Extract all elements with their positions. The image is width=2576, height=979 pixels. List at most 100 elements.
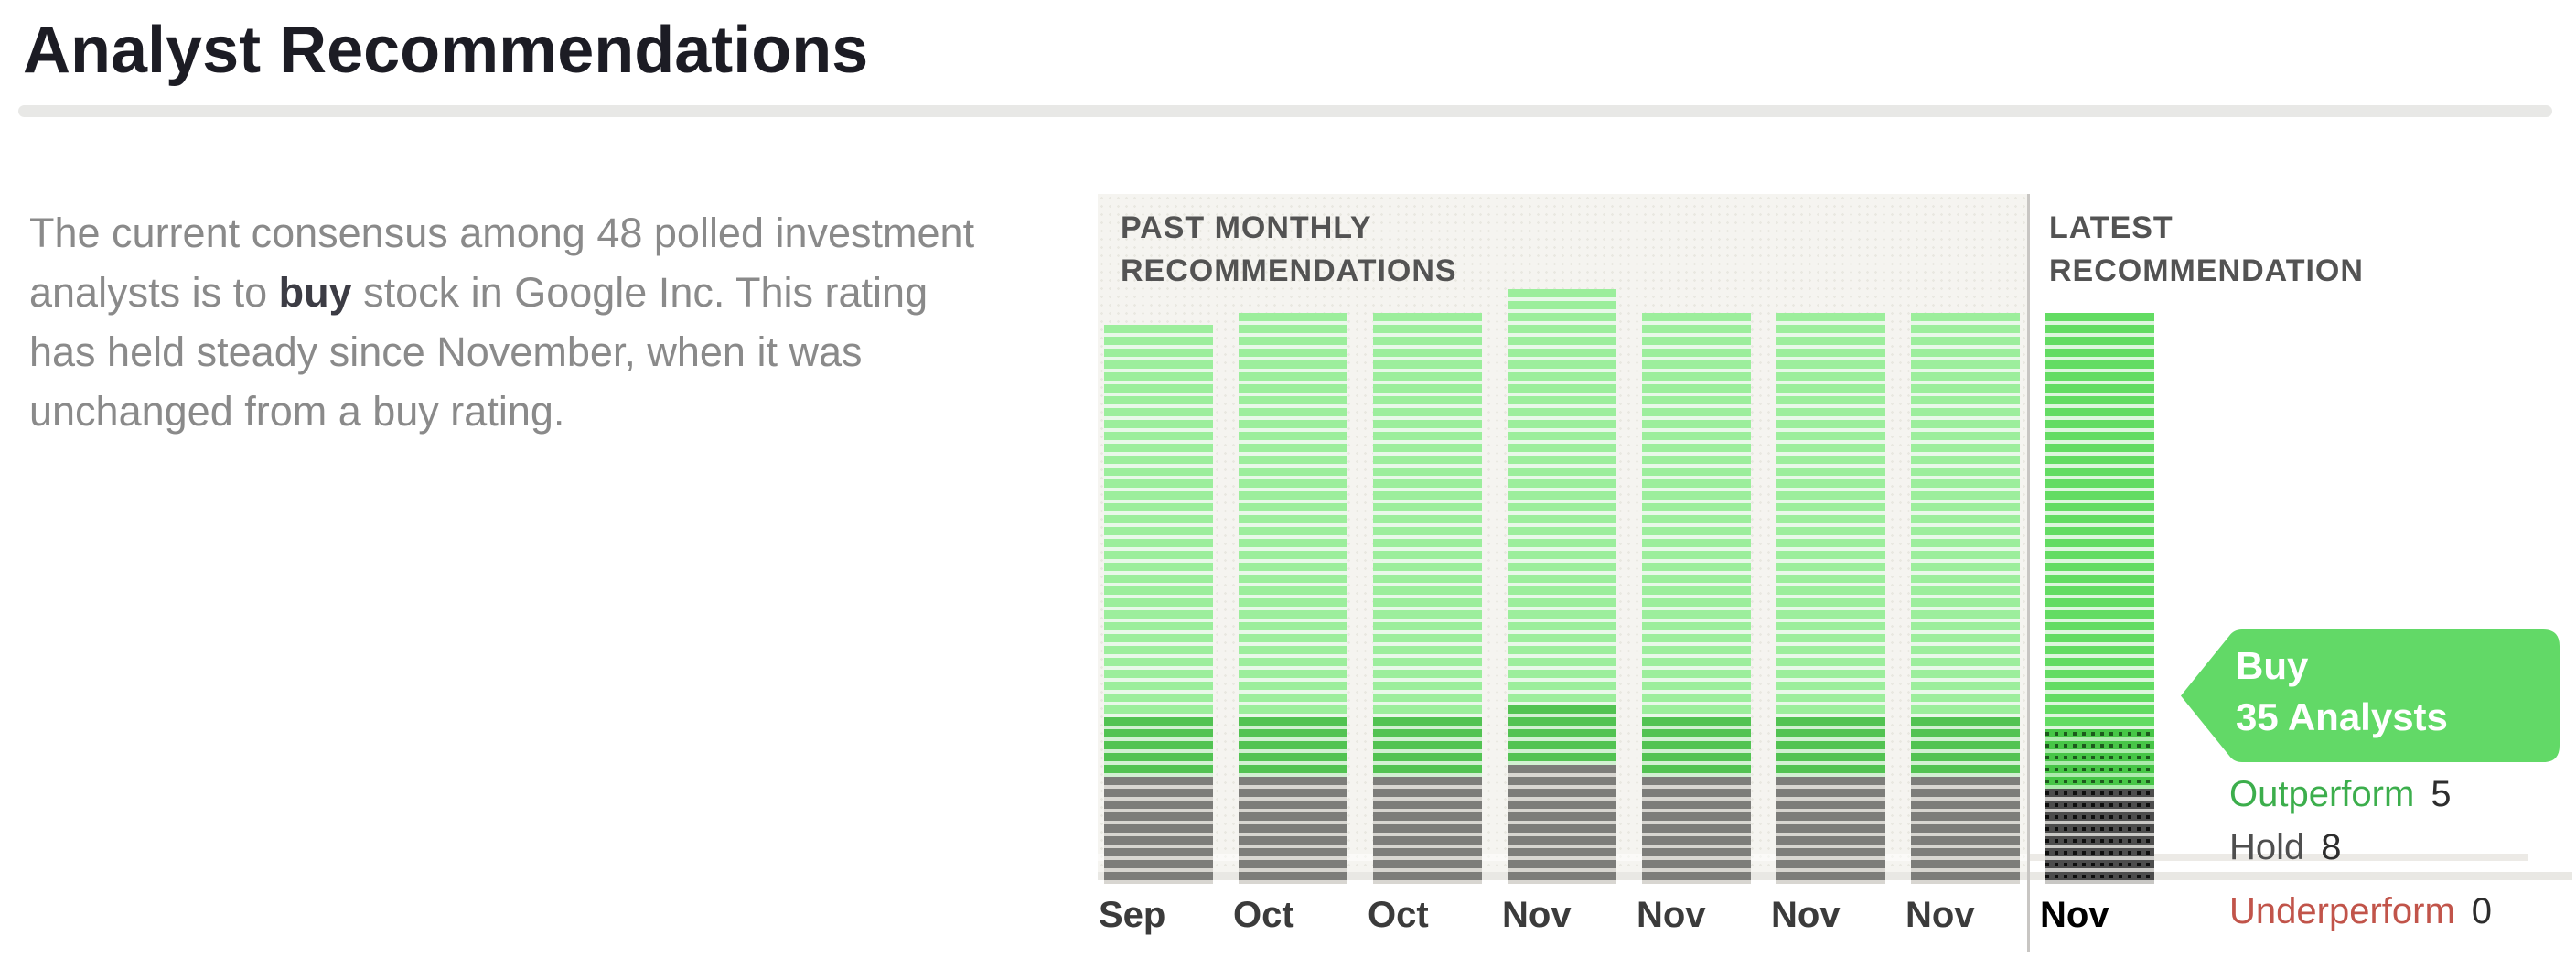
stripe-buy <box>1642 646 1751 658</box>
stripe-hold <box>1776 860 1885 872</box>
stripe-hold <box>1239 836 1347 848</box>
stripe-outperform <box>1373 765 1482 777</box>
stripe-buy <box>1642 563 1751 575</box>
stripe-outperform <box>2045 777 2154 789</box>
stripe-buy <box>2045 444 2154 456</box>
stripe-buy <box>1508 539 1616 551</box>
stripe-buy <box>1508 372 1616 384</box>
stripe-buy <box>1104 384 1213 396</box>
month-label-oct-2: Oct <box>1368 895 1429 935</box>
stripe-buy <box>1776 622 1885 634</box>
stripe-buy <box>1373 610 1482 622</box>
stripe-outperform <box>1104 717 1213 729</box>
stripe-buy <box>2045 503 2154 515</box>
stripe-buy <box>1642 539 1751 551</box>
stripe-outperform <box>1776 753 1885 765</box>
stripe-buy <box>1642 408 1751 420</box>
stripe-hold <box>1508 848 1616 860</box>
stripe-outperform <box>1508 717 1616 729</box>
stripe-buy <box>1911 563 2020 575</box>
recommendation-bar-oct-2 <box>1373 313 1482 884</box>
stripe-buy <box>1508 337 1616 349</box>
stripe-buy <box>1508 527 1616 539</box>
stripe-buy <box>1104 563 1213 575</box>
stripe-buy <box>1776 456 1885 468</box>
stripe-outperform <box>1911 765 2020 777</box>
stripe-buy <box>1104 598 1213 610</box>
stripe-hold <box>1239 812 1347 824</box>
stripe-buy <box>1508 515 1616 527</box>
stripe-outperform <box>1104 753 1213 765</box>
stripe-buy <box>1642 479 1751 491</box>
stripe-hold <box>2045 836 2154 848</box>
stripe-buy <box>1776 313 1885 325</box>
stripe-outperform <box>1776 741 1885 753</box>
stripe-buy <box>1642 503 1751 515</box>
stripe-outperform <box>1508 741 1616 753</box>
stripe-buy <box>2045 325 2154 337</box>
stripe-buy <box>1642 456 1751 468</box>
stripe-buy <box>1911 634 2020 646</box>
stripe-outperform <box>2045 765 2154 777</box>
stripe-buy <box>1508 384 1616 396</box>
stripe-buy <box>1508 622 1616 634</box>
stripe-buy <box>1239 503 1347 515</box>
stripe-buy <box>1239 610 1347 622</box>
stripe-buy <box>1776 551 1885 563</box>
stripe-outperform <box>2045 729 2154 741</box>
stripe-buy <box>1642 670 1751 682</box>
stripe-buy <box>1373 337 1482 349</box>
buy-rating-badge: Buy 35 Analysts <box>2179 629 2560 762</box>
stripe-buy <box>2045 491 2154 503</box>
stripe-buy <box>2045 670 2154 682</box>
stripe-hold <box>1776 789 1885 801</box>
stripe-buy <box>1373 682 1482 694</box>
stripe-buy <box>1911 491 2020 503</box>
stripe-buy <box>2045 456 2154 468</box>
stripe-buy <box>1239 444 1347 456</box>
stripe-buy <box>1373 432 1482 444</box>
stripe-buy <box>1911 325 2020 337</box>
stripe-buy <box>1508 694 1616 705</box>
stripe-hold <box>1104 812 1213 824</box>
stripe-buy <box>1373 551 1482 563</box>
stripe-buy <box>2045 479 2154 491</box>
legend-outperform-label: Outperform <box>2229 774 2415 814</box>
stripe-buy <box>1104 670 1213 682</box>
legend-outperform-value: 5 <box>2431 774 2452 814</box>
stripe-buy <box>1373 384 1482 396</box>
stripe-buy <box>1508 289 1616 301</box>
stripe-buy <box>1104 658 1213 670</box>
stripe-buy <box>1373 515 1482 527</box>
stripe-buy <box>2045 396 2154 408</box>
month-label-oct-1: Oct <box>1233 895 1294 935</box>
stripe-buy <box>1911 575 2020 586</box>
stripe-buy <box>1776 444 1885 456</box>
stripe-outperform <box>1508 753 1616 765</box>
stripe-buy <box>1911 313 2020 325</box>
stripe-hold <box>1239 777 1347 789</box>
stripe-hold <box>2045 824 2154 836</box>
stripe-buy <box>1104 325 1213 337</box>
stripe-buy <box>1776 432 1885 444</box>
stripe-buy <box>1776 646 1885 658</box>
stripe-buy <box>1104 337 1213 349</box>
stripe-hold <box>1373 848 1482 860</box>
stripe-buy <box>1776 396 1885 408</box>
stripe-hold <box>2045 789 2154 801</box>
stripe-buy <box>1642 384 1751 396</box>
stripe-buy <box>1373 468 1482 479</box>
stripe-hold <box>1642 801 1751 812</box>
stripe-buy <box>2045 551 2154 563</box>
stripe-buy <box>1239 658 1347 670</box>
stripe-buy <box>1911 586 2020 598</box>
stripe-buy <box>1776 658 1885 670</box>
stripe-buy <box>1642 682 1751 694</box>
stripe-buy <box>1104 705 1213 717</box>
stripe-buy <box>1239 325 1347 337</box>
stripe-buy <box>1508 610 1616 622</box>
stripe-outperform <box>1642 717 1751 729</box>
stripe-buy <box>1642 610 1751 622</box>
stripe-outperform <box>1508 705 1616 717</box>
stripe-buy <box>1642 551 1751 563</box>
